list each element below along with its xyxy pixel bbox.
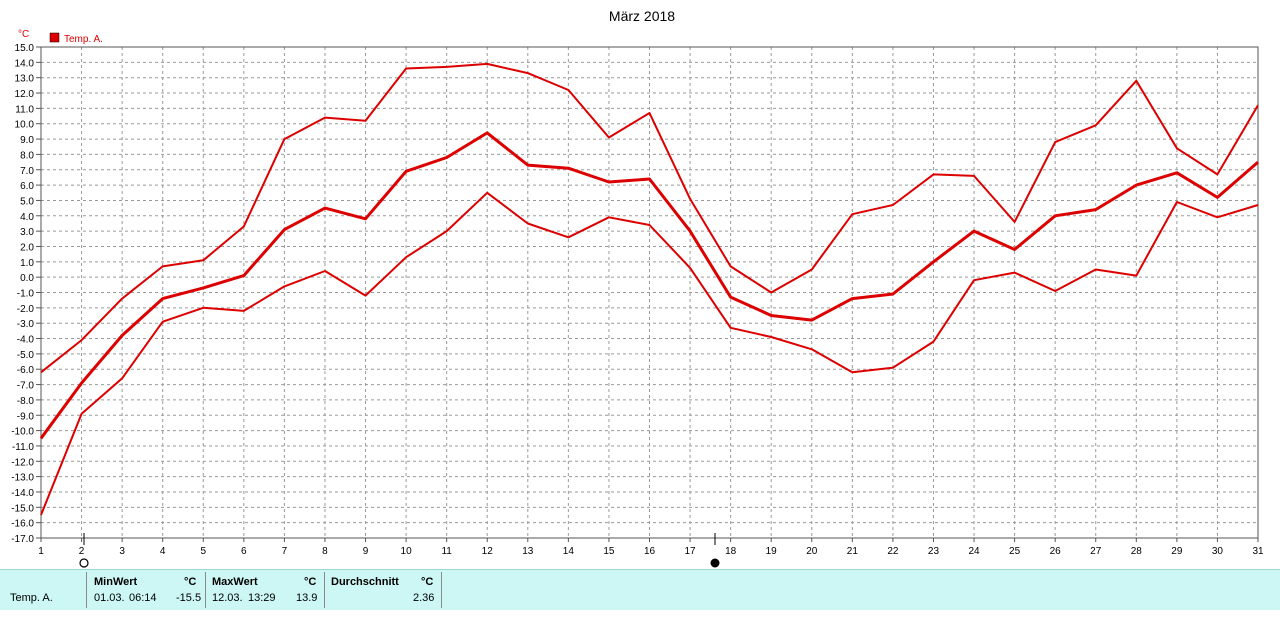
y-tick-label: -1.0 — [17, 289, 35, 300]
y-tick-label: -2.0 — [17, 304, 35, 315]
y-tick-label: 0.0 — [20, 273, 34, 284]
y-tick-label: 7.0 — [20, 166, 34, 177]
series-line-avg — [39, 131, 1259, 440]
y-tick-label: 4.0 — [20, 212, 34, 223]
x-tick-label: 6 — [241, 546, 247, 557]
y-tick-label: -7.0 — [17, 381, 35, 392]
divider — [324, 572, 325, 608]
y-tick-label: -13.0 — [11, 473, 34, 484]
x-tick-label: 16 — [644, 546, 656, 557]
x-tick-label: 12 — [482, 546, 494, 557]
y-tick-label: -15.0 — [11, 503, 34, 514]
series-line-max — [40, 62, 1259, 374]
max-time: 13:29 — [248, 592, 276, 604]
y-tick-label: -14.0 — [11, 488, 34, 499]
x-tick-label: 28 — [1131, 546, 1143, 557]
y-tick-label: -10.0 — [11, 427, 34, 438]
x-tick-label: 25 — [1009, 546, 1021, 557]
y-tick-label: 15.0 — [15, 43, 35, 54]
y-axis-ticks: 15.0 14.0 13.0 12.0 11.0 10.0 9.0 8.0 7.0 6.0 5.0 4… — [11, 43, 41, 545]
series-lines — [39, 62, 1259, 516]
x-tick-label: 30 — [1212, 546, 1224, 557]
cursor-handle-left[interactable] — [79, 558, 89, 568]
y-tick-label: 5.0 — [20, 196, 34, 207]
x-tick-label: 29 — [1171, 546, 1183, 557]
y-tick-label: -8.0 — [17, 396, 35, 407]
divider — [205, 572, 206, 608]
cursor-handle-right[interactable] — [710, 558, 720, 568]
x-tick-label: 3 — [119, 546, 125, 557]
y-tick-label: -17.0 — [11, 534, 34, 545]
statistics-panel: Temp. A. MinWert °C 01.03. 06:14 -15.5 M… — [0, 569, 1280, 610]
x-tick-label: 8 — [322, 546, 328, 557]
x-tick-label: 7 — [282, 546, 288, 557]
divider — [441, 572, 442, 608]
y-tick-label: -6.0 — [17, 365, 35, 376]
x-tick-label: 15 — [603, 546, 615, 557]
x-tick-label: 22 — [887, 546, 899, 557]
x-tick-label: 1 — [38, 546, 44, 557]
max-value: 13.9 — [296, 592, 318, 604]
series-line-min — [40, 191, 1259, 516]
x-tick-label: 2 — [79, 546, 85, 557]
divider — [86, 572, 87, 608]
avg-value: 2.36 — [413, 592, 435, 604]
y-tick-label: 12.0 — [15, 89, 35, 100]
y-tick-label: -5.0 — [17, 350, 35, 361]
line-chart: 15.014.013.012.011.010.09.08.07.06.05.04… — [11, 8, 1264, 568]
x-tick-label: 23 — [928, 546, 940, 557]
min-date: 01.03. — [94, 592, 125, 604]
y-tick-label: 2.0 — [20, 242, 34, 253]
y-tick-label: 1.0 — [20, 258, 34, 269]
x-tick-label: 17 — [685, 546, 697, 557]
avg-unit: °C — [421, 576, 434, 588]
x-tick-label: 18 — [725, 546, 737, 557]
x-tick-label: 4 — [160, 546, 166, 557]
x-tick-label: 27 — [1090, 546, 1102, 557]
x-tick-label: 5 — [200, 546, 206, 557]
min-time: 06:14 — [129, 592, 157, 604]
y-tick-label: 8.0 — [20, 150, 34, 161]
x-tick-label: 11 — [441, 546, 452, 557]
y-tick-label: 6.0 — [20, 181, 34, 192]
y-tick-label: -11.0 — [12, 442, 34, 453]
min-unit: °C — [184, 576, 197, 588]
y-tick-label: 13.0 — [15, 74, 35, 85]
grid-lines — [41, 47, 1258, 538]
x-tick-label: 31 — [1252, 546, 1264, 557]
y-tick-label: -4.0 — [17, 335, 35, 346]
y-axis-unit: °C — [18, 29, 29, 40]
x-tick-label: 26 — [1050, 546, 1062, 557]
y-tick-label: 3.0 — [20, 227, 34, 238]
y-tick-label: -3.0 — [17, 319, 35, 330]
x-tick-label: 19 — [766, 546, 778, 557]
max-unit: °C — [304, 576, 317, 588]
min-value: -15.5 — [176, 592, 202, 604]
y-tick-label: 14.0 — [15, 58, 35, 69]
y-tick-label: -16.0 — [11, 519, 34, 530]
x-tick-label: 13 — [522, 546, 534, 557]
max-header: MaxWert — [212, 576, 258, 588]
y-tick-label: -9.0 — [17, 411, 35, 422]
max-date: 12.03. — [212, 592, 243, 604]
stats-series-label: Temp. A. — [10, 592, 53, 604]
min-header: MinWert — [94, 576, 138, 588]
legend-label[interactable]: Temp. A. — [64, 34, 103, 45]
y-tick-label: -12.0 — [11, 457, 34, 468]
y-tick-label: 10.0 — [15, 120, 35, 131]
x-tick-label: 9 — [363, 546, 369, 557]
x-tick-label: 10 — [401, 546, 413, 557]
x-tick-label: 21 — [847, 546, 859, 557]
y-tick-label: 9.0 — [20, 135, 34, 146]
x-tick-label: 14 — [563, 546, 575, 557]
y-tick-label: 11.0 — [15, 104, 34, 115]
x-tick-label: 24 — [968, 546, 980, 557]
legend-swatch — [49, 32, 60, 43]
avg-header: Durchschnitt — [331, 576, 399, 588]
chart-title: März 2018 — [609, 8, 675, 24]
x-axis-ticks: 1 2 3 4 5 6 7 8 9 10 11 12 13 14 15 16 17 18 19 20 21 22 23 24 2… — [38, 538, 1264, 557]
x-tick-label: 20 — [806, 546, 818, 557]
